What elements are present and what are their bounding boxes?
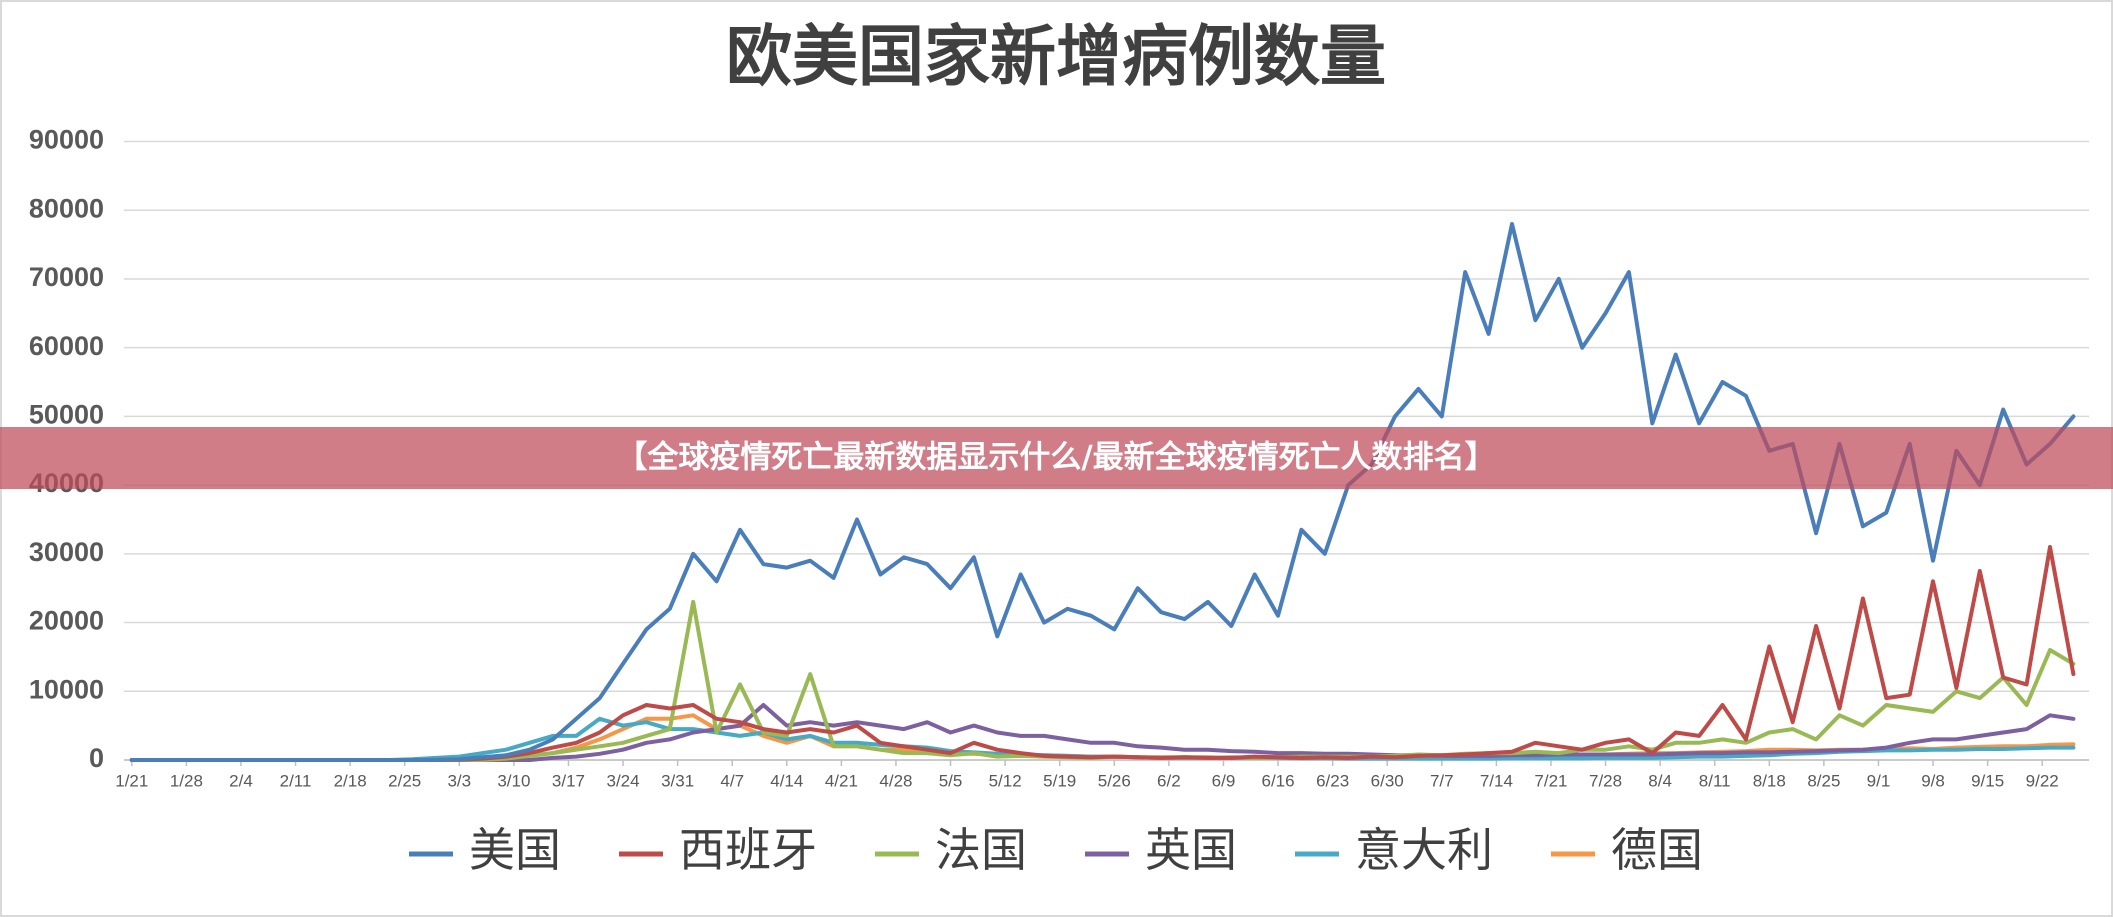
x-tick-label: 7/21	[1534, 771, 1567, 790]
x-tick-label: 9/8	[1921, 771, 1945, 790]
x-tick-label: 9/1	[1867, 771, 1891, 790]
x-tick-label: 1/21	[115, 771, 148, 790]
legend-label: 西班牙	[679, 823, 817, 877]
x-tick-label: 4/14	[770, 771, 803, 790]
x-tick-label: 8/11	[1699, 771, 1731, 790]
y-tick-label: 10000	[29, 674, 104, 704]
legend: 美国 西班牙 法国 英国 意大利 德国	[409, 823, 1703, 877]
x-tick-label: 5/5	[939, 771, 963, 790]
x-tick-label: 3/31	[661, 771, 694, 790]
x-tick-label: 2/25	[388, 771, 421, 790]
x-tick-label: 6/30	[1371, 771, 1404, 790]
series-line	[129, 222, 2076, 762]
x-tick-label: 7/14	[1480, 771, 1513, 790]
y-tick-label: 80000	[29, 193, 104, 223]
x-tick-label: 2/4	[229, 771, 253, 790]
x-tick-label: 9/22	[2026, 771, 2059, 790]
x-tick-label: 3/10	[497, 771, 530, 790]
x-tick-label: 3/3	[447, 771, 471, 790]
y-tick-label: 20000	[29, 606, 104, 636]
x-tick-label: 5/26	[1098, 771, 1131, 790]
y-tick-label: 0	[89, 743, 104, 773]
x-tick-label: 7/7	[1430, 771, 1454, 790]
x-tick-label: 8/4	[1648, 771, 1672, 790]
x-tick-label: 6/9	[1212, 771, 1236, 790]
x-tick-label: 9/15	[1971, 771, 2004, 790]
y-tick-label: 50000	[29, 400, 104, 430]
x-tick-label: 4/7	[720, 771, 744, 790]
banner-background	[0, 427, 2113, 489]
x-tick-label: 3/24	[607, 771, 640, 790]
x-tick-label: 8/25	[1807, 771, 1840, 790]
chart-title: 欧美国家新增病例数量	[726, 17, 1386, 95]
legend-label: 英国	[1145, 823, 1237, 877]
legend-label: 德国	[1611, 823, 1703, 877]
y-tick-label: 60000	[29, 331, 104, 361]
x-tick-label: 2/18	[334, 771, 367, 790]
x-tick-label: 7/28	[1589, 771, 1622, 790]
x-tick-label: 8/18	[1753, 771, 1786, 790]
legend-label: 意大利	[1355, 823, 1493, 877]
y-tick-label: 70000	[29, 262, 104, 292]
x-tick-label: 4/21	[825, 771, 858, 790]
x-tick-label: 6/23	[1316, 771, 1349, 790]
banner-text: 【全球疫情死亡最新数据显示什么/最新全球疫情死亡人数排名】	[616, 440, 1495, 476]
legend-label: 法国	[935, 823, 1027, 877]
x-tick-label: 3/17	[552, 771, 585, 790]
y-tick-label: 90000	[29, 125, 104, 155]
x-tick-label: 5/19	[1043, 771, 1076, 790]
x-tick-label: 2/11	[280, 771, 312, 790]
legend-label: 美国	[469, 823, 561, 877]
x-tick-label: 6/16	[1262, 771, 1295, 790]
y-tick-label: 30000	[29, 537, 104, 567]
x-tick-label: 5/12	[989, 771, 1022, 790]
x-tick-label: 4/28	[879, 771, 912, 790]
x-tick-label: 6/2	[1157, 771, 1181, 790]
x-tick-label: 1/28	[170, 771, 203, 790]
